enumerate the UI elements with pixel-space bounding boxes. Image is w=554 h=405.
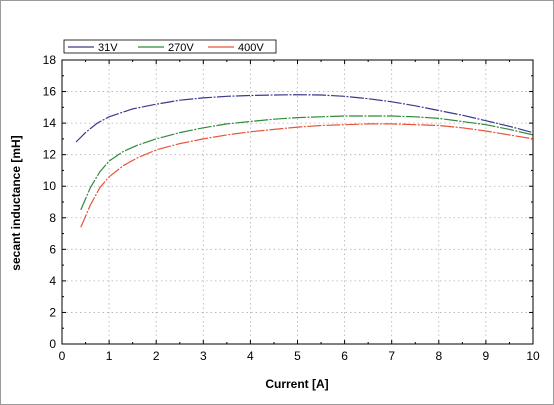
- legend-box: [63, 39, 277, 54]
- legend-label: 31V: [98, 42, 118, 54]
- x-tick-label: 2: [153, 349, 160, 363]
- x-tick-label: 8: [435, 349, 442, 363]
- x-axis-label: Current [A]: [265, 377, 328, 391]
- y-tick-label: 12: [43, 148, 57, 162]
- x-tick-labels: 0 1 2 3 4 5 6 7 8 9 10: [59, 349, 540, 363]
- y-tick-label: 10: [43, 179, 57, 193]
- legend-label: 270V: [168, 42, 194, 54]
- ticks: [61, 59, 534, 345]
- y-tick-label: 8: [49, 211, 56, 225]
- series-line-270v: [80, 115, 534, 211]
- series-lines: [75, 94, 534, 228]
- series-line-400v: [80, 123, 534, 228]
- x-tick-label: 10: [526, 349, 540, 363]
- series-line-31v: [75, 94, 534, 143]
- grid: [62, 60, 533, 344]
- y-tick-label: 14: [43, 116, 57, 130]
- y-tick-label: 6: [49, 242, 56, 256]
- x-tick-label: 5: [294, 349, 301, 363]
- legend: 31V 270V 400V: [63, 39, 277, 54]
- x-tick-label: 1: [106, 349, 113, 363]
- x-tick-label: 4: [247, 349, 254, 363]
- x-tick-label: 3: [200, 349, 207, 363]
- y-tick-label: 18: [43, 53, 57, 67]
- x-tick-label: 0: [59, 349, 66, 363]
- y-tick-label: 2: [49, 305, 56, 319]
- y-tick-label: 16: [43, 85, 57, 99]
- y-axis-label: secant inductance [mH]: [9, 135, 23, 270]
- y-tick-label: 0: [49, 337, 56, 351]
- x-tick-label: 9: [483, 349, 490, 363]
- x-tick-label: 6: [341, 349, 348, 363]
- x-tick-label: 7: [388, 349, 395, 363]
- legend-items: 31V 270V 400V: [68, 42, 264, 54]
- y-tick-label: 4: [49, 274, 56, 288]
- legend-label: 400V: [238, 42, 264, 54]
- y-tick-labels: 0 2 4 6 8 10 12 14 16 18: [43, 53, 57, 351]
- plot-area: [61, 59, 534, 345]
